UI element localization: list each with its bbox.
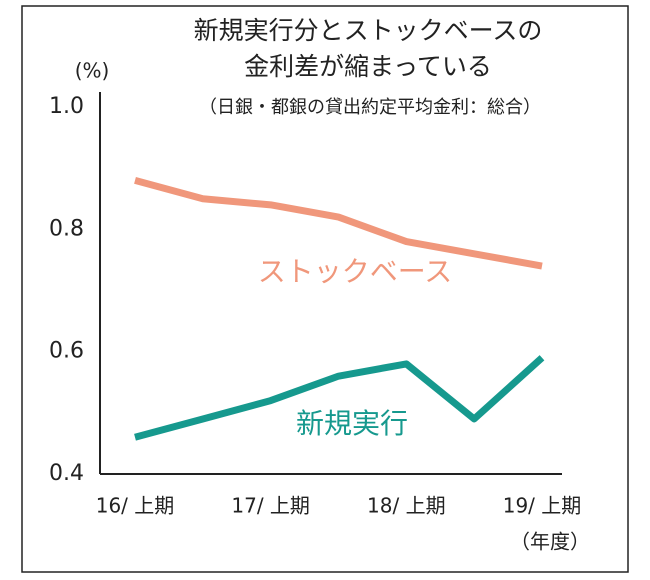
frame [21, 5, 629, 573]
x-tick-label: 19/ 上期 [503, 494, 582, 518]
series-label: 新規実行 [296, 407, 408, 440]
x-tick-label: 16/ 上期 [96, 494, 175, 518]
x-axis-label: （年度） [510, 530, 590, 554]
series-label: ストックベース [258, 255, 453, 288]
y-tick-label: 0.6 [49, 339, 84, 364]
x-tick-label: 17/ 上期 [231, 494, 310, 518]
series-line [134, 177, 543, 270]
chart-title: 金利差が縮まっている [244, 52, 492, 81]
y-tick-label: 0.4 [49, 461, 84, 486]
y-axis-label: (%) [75, 59, 110, 83]
chart-subtitle: （日銀・都銀の貸出約定平均金利：総合） [199, 97, 541, 118]
series-line [134, 355, 545, 441]
chart-title: 新規実行分とストックベースの [194, 16, 543, 45]
x-tick-label: 18/ 上期 [367, 494, 446, 518]
y-tick-label: 1.0 [49, 94, 84, 119]
y-tick-label: 0.8 [49, 216, 84, 241]
